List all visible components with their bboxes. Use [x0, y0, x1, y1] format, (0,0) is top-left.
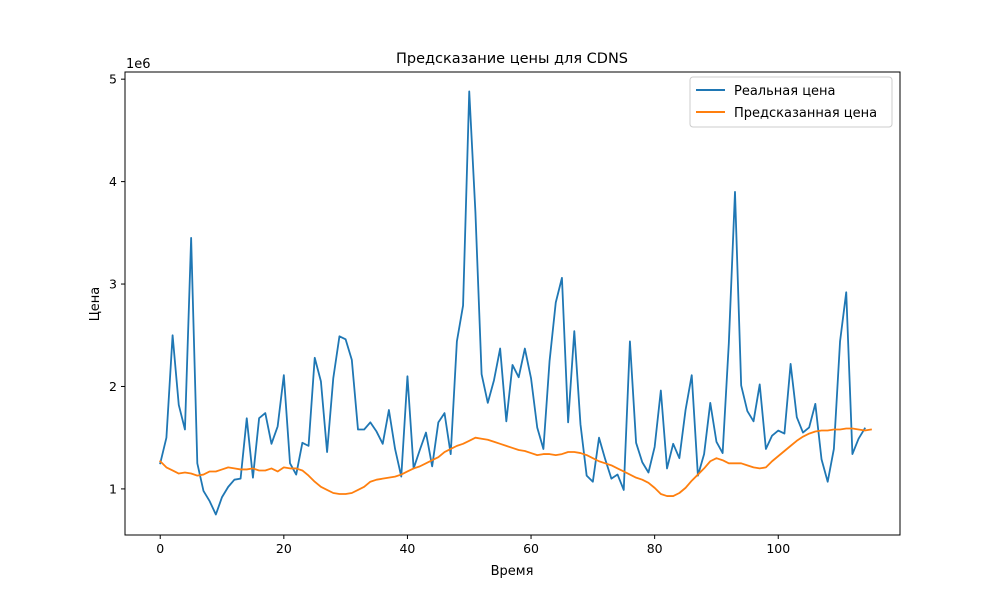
- x-tick-label: 80: [647, 541, 663, 556]
- legend-box: [689, 76, 893, 128]
- series-line-predicted-price: [158, 427, 872, 497]
- series-layer: [158, 90, 872, 516]
- y-axis-label: Цена: [88, 287, 103, 322]
- chart-title: Предсказание цены для CDNS: [396, 51, 628, 67]
- y-tick-label: 3: [109, 277, 117, 292]
- y-tick-label: 1: [109, 481, 117, 496]
- x-tick-label: 60: [523, 541, 539, 556]
- y-tick-label: 5: [109, 72, 117, 87]
- x-tick-label: 20: [276, 541, 292, 556]
- y-tick-label: 4: [109, 174, 117, 189]
- x-tick-label: 40: [399, 541, 415, 556]
- series-line-real-price: [159, 90, 867, 516]
- y-axis-ticks: 1 2 3 4 5: [109, 72, 125, 496]
- y-tick-label: 2: [109, 379, 117, 394]
- x-axis-label: Время: [491, 564, 534, 579]
- legend: Реальная цена Предсказанная цена: [689, 76, 893, 128]
- x-tick-label: 0: [156, 541, 164, 556]
- legend-label-real-price: Реальная цена: [734, 84, 836, 99]
- y-axis-scale-label: 1e6: [126, 57, 151, 72]
- x-tick-label: 100: [766, 541, 790, 556]
- x-axis-ticks: 0 20 40 60 80 100: [156, 535, 790, 556]
- legend-label-predicted-price: Предсказанная цена: [734, 106, 877, 121]
- plot-frame: [124, 71, 901, 536]
